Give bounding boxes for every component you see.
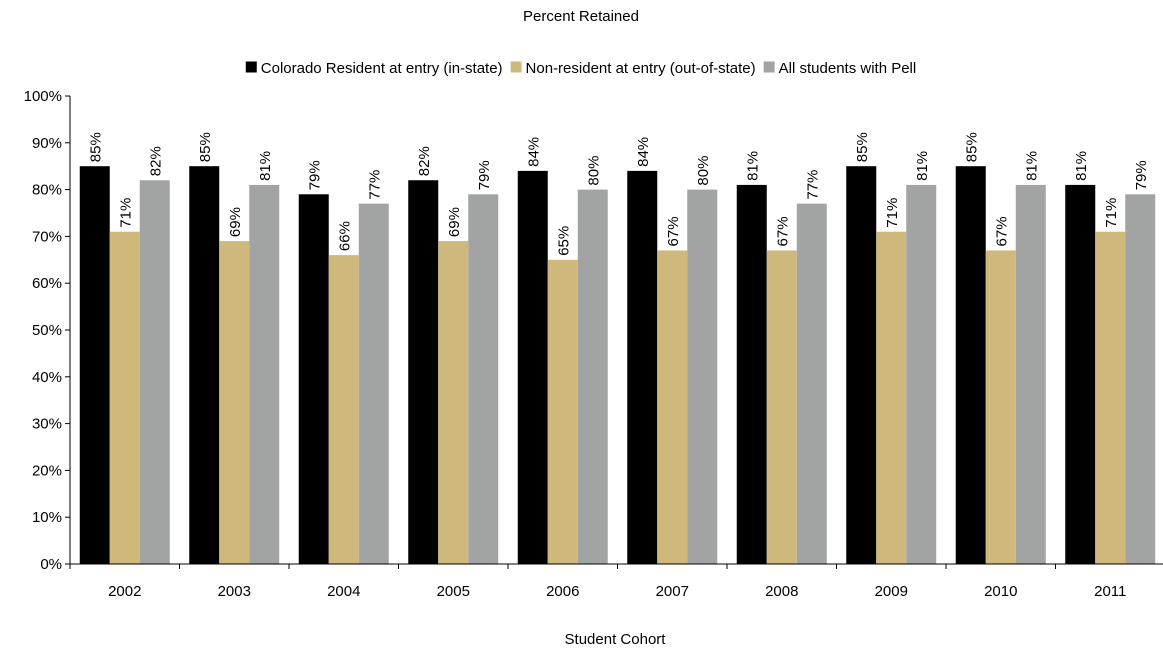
bar (547, 259, 578, 564)
data-label: 71% (1103, 198, 1120, 228)
y-tick-label: 20% (32, 462, 62, 479)
y-axis: 0% 10% 20% 30% 40% 50% 60% 70% 80% 90% 100% (24, 88, 71, 573)
data-label: 77% (805, 170, 822, 200)
y-tick-label: 30% (32, 416, 62, 433)
legend-swatch (510, 61, 522, 73)
data-label: 82% (148, 146, 165, 176)
bar (79, 166, 110, 564)
bar (687, 189, 718, 564)
bar (846, 166, 877, 564)
bars-group: 85% 71% 82% 85% 69% 81% 79% 66% 77% 82% 69% 79% 84% 6… (79, 132, 1156, 565)
x-tick-label: 2011 (1094, 583, 1126, 600)
bar (736, 184, 767, 565)
bar (358, 203, 389, 564)
x-tick-label: 2005 (437, 583, 470, 600)
bar (796, 203, 827, 564)
data-label: 82% (416, 146, 433, 176)
bar (876, 231, 907, 564)
data-label: 81% (914, 151, 931, 181)
y-tick-label: 10% (32, 509, 62, 526)
y-tick-label: 40% (32, 369, 62, 386)
x-tick-label: 2006 (546, 583, 579, 600)
legend-label: Colorado Resident at entry (in-state) (261, 60, 503, 77)
data-label: 85% (197, 132, 214, 162)
bar (985, 250, 1016, 564)
data-label: 77% (367, 170, 384, 200)
bar (577, 189, 608, 564)
data-label: 69% (227, 207, 244, 237)
data-label: 80% (586, 156, 603, 186)
data-label: 66% (337, 221, 354, 251)
bar (906, 184, 937, 565)
legend-swatch (763, 61, 775, 73)
data-label: 71% (884, 198, 901, 228)
legend-swatch (245, 61, 257, 73)
data-label: 80% (695, 156, 712, 186)
y-tick-label: 60% (32, 275, 62, 292)
x-tick-label: 2003 (218, 583, 251, 600)
data-label: 81% (745, 151, 762, 181)
bar (468, 194, 499, 564)
y-tick-label: 0% (40, 556, 62, 573)
x-axis: 2002 2003 2004 2005 2006 2007 2008 2009 2010 2011 (69, 563, 1163, 600)
data-label: 81% (257, 151, 274, 181)
bar (408, 180, 439, 565)
legend: Colorado Resident at entry (in-state) Non… (245, 60, 917, 77)
y-tick-label: 50% (32, 322, 62, 339)
data-label: 71% (118, 198, 135, 228)
x-tick-label: 2010 (984, 583, 1017, 600)
chart-title: Percent Retained (523, 8, 639, 25)
legend-item: Colorado Resident at entry (in-state) (245, 60, 503, 77)
bar (766, 250, 797, 564)
x-tick-label: 2007 (656, 583, 689, 600)
y-tick-label: 80% (32, 182, 62, 199)
legend-label: Non-resident at entry (out-of-state) (526, 60, 756, 77)
bar (517, 170, 548, 564)
data-label: 67% (994, 216, 1011, 246)
x-axis-title: Student Cohort (565, 631, 667, 648)
legend-label: All students with Pell (779, 60, 917, 77)
data-label: 79% (1133, 160, 1150, 190)
legend-item: All students with Pell (763, 60, 917, 77)
bar (955, 166, 986, 564)
x-tick-label: 2008 (765, 583, 798, 600)
data-label: 65% (556, 226, 573, 256)
x-tick-label: 2004 (327, 583, 360, 600)
bar (109, 231, 140, 564)
data-label: 69% (446, 207, 463, 237)
bar (1095, 231, 1126, 564)
y-tick-label: 100% (24, 88, 62, 105)
bar (139, 180, 170, 565)
bar (219, 241, 250, 564)
data-label: 85% (88, 132, 105, 162)
x-tick-label: 2002 (108, 583, 141, 600)
bar (438, 241, 469, 564)
data-label: 85% (964, 132, 981, 162)
data-label: 79% (476, 160, 493, 190)
data-label: 67% (665, 216, 682, 246)
x-tick-label: 2009 (875, 583, 908, 600)
bar (657, 250, 688, 564)
data-label: 85% (854, 132, 871, 162)
bar (328, 255, 359, 564)
bar (1065, 184, 1096, 565)
data-label: 79% (307, 160, 324, 190)
bar (1125, 194, 1156, 564)
data-label: 81% (1024, 151, 1041, 181)
y-tick-label: 90% (32, 135, 62, 152)
bar (189, 166, 220, 564)
bar (249, 184, 280, 565)
bar (627, 170, 658, 564)
bar (298, 194, 329, 564)
data-label: 84% (635, 137, 652, 167)
y-tick-label: 70% (32, 228, 62, 245)
data-label: 67% (775, 216, 792, 246)
data-label: 84% (526, 137, 543, 167)
data-label: 81% (1073, 151, 1090, 181)
bar (1015, 184, 1046, 565)
legend-item: Non-resident at entry (out-of-state) (510, 60, 756, 77)
